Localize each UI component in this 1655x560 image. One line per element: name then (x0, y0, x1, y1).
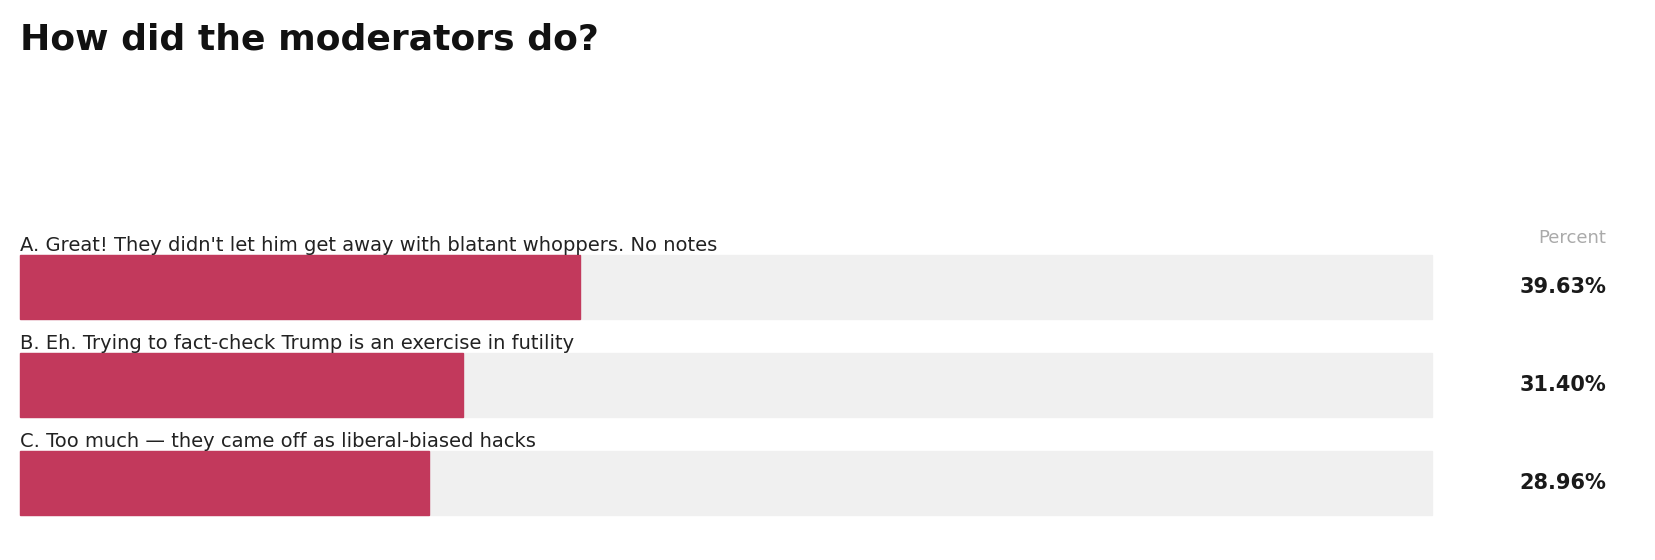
Text: A. Great! They didn't let him get away with blatant whoppers. No notes: A. Great! They didn't let him get away w… (20, 236, 717, 255)
Text: 28.96%: 28.96% (1519, 473, 1605, 493)
Text: Percent: Percent (1537, 229, 1605, 247)
Text: How did the moderators do?: How did the moderators do? (20, 22, 599, 57)
Text: B. Eh. Trying to fact-check Trump is an exercise in futility: B. Eh. Trying to fact-check Trump is an … (20, 334, 574, 353)
Text: 39.63%: 39.63% (1519, 277, 1605, 297)
Text: 31.40%: 31.40% (1519, 375, 1605, 395)
Text: C. Too much — they came off as liberal-biased hacks: C. Too much — they came off as liberal-b… (20, 432, 536, 451)
